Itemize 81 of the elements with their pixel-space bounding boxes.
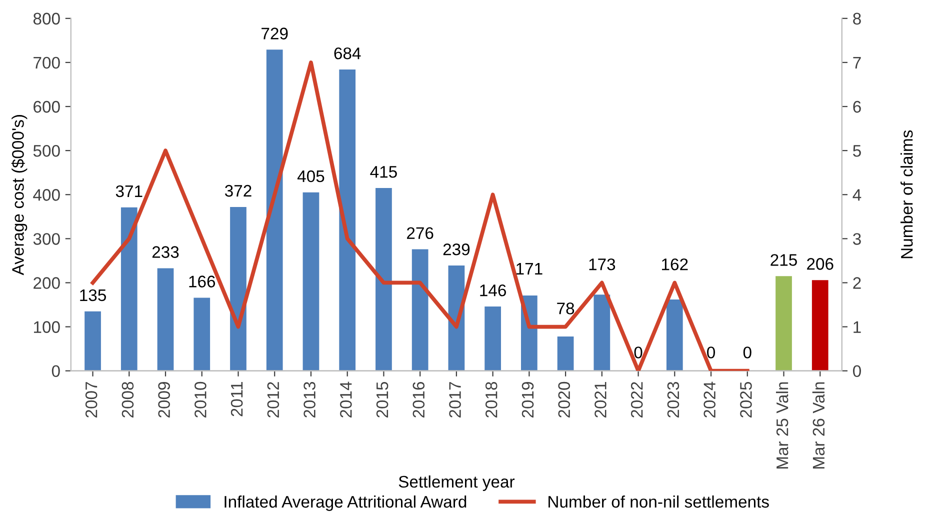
x-tick-label: 2020: [558, 382, 570, 418]
y-tick-label: 600: [34, 100, 60, 113]
bar: [230, 206, 246, 371]
x-tick-label: 2024: [704, 382, 716, 418]
y2-tick-label: 1: [854, 321, 861, 333]
data-label: 166: [189, 276, 216, 288]
data-label: 684: [334, 47, 361, 60]
y-tick-label: 500: [33, 144, 60, 157]
bar: [84, 311, 101, 371]
data-label: 276: [407, 227, 434, 240]
data-label: 233: [152, 246, 179, 258]
x-tick-label: 2021: [594, 382, 606, 418]
bar: [339, 70, 356, 371]
x-axis-title: Settlement year: [398, 475, 515, 491]
legend-label: Number of non-nil settlements: [548, 495, 769, 508]
x-tick-label: 2014: [340, 382, 352, 418]
data-label: 135: [80, 289, 106, 302]
x-tick-label: 2008: [122, 382, 134, 418]
y2-tick-label: 2: [853, 277, 861, 289]
y2-tick-label: 8: [853, 12, 861, 25]
x-tick-label: 2022: [630, 382, 643, 418]
y-tick-label: 0: [52, 365, 60, 378]
data-label: 372: [224, 184, 252, 197]
data-label: 371: [116, 185, 142, 198]
bar: [776, 276, 792, 371]
data-label: 146: [480, 284, 506, 296]
bar: [120, 207, 138, 371]
y2-tick-label: 3: [852, 233, 861, 245]
bar: [376, 188, 392, 371]
x-tick-label: 2025: [740, 382, 752, 418]
y2-tick-label: 6: [853, 100, 861, 113]
x-tick-label: 2019: [522, 382, 534, 418]
x-tick-label: 2011: [230, 382, 243, 416]
data-label: 0: [634, 346, 642, 358]
bar: [484, 306, 501, 371]
y-tick-label: 100: [34, 321, 60, 333]
x-tick-label: Mar 25 Valn: [776, 382, 788, 469]
x-tick-label: 2023: [667, 382, 680, 418]
bar: [666, 299, 683, 371]
y-tick-label: 800: [33, 12, 60, 25]
x-tick-label: 2015: [376, 382, 388, 418]
data-label: 239: [443, 244, 470, 256]
x-tick-label: 2012: [267, 382, 280, 418]
data-label: 415: [370, 166, 397, 178]
data-label: 173: [589, 258, 616, 270]
x-tick-label: 2010: [194, 382, 206, 418]
y2-axis-title: Number of claims: [900, 130, 913, 258]
y2-tick-label: 4: [852, 189, 862, 201]
legend-label: Inflated Average Attritional Award: [224, 495, 466, 511]
y-tick-label: 700: [34, 56, 60, 69]
bar: [412, 249, 428, 371]
x-tick-label: 2016: [412, 382, 425, 418]
bar: [157, 268, 174, 371]
y-axis-title: Average cost ($000's): [11, 114, 28, 276]
data-label: 215: [770, 254, 797, 266]
x-tick-label: 2013: [304, 382, 316, 418]
data-label: 171: [516, 263, 542, 275]
data-label: 729: [262, 28, 288, 40]
x-tick-label: 2009: [158, 382, 170, 418]
y2-tick-label: 5: [853, 145, 861, 157]
y-tick-label: 300: [33, 233, 60, 245]
y2-tick-label: 0: [853, 365, 861, 378]
bar: [812, 280, 828, 371]
bar: [557, 336, 574, 371]
x-tick-label: 2007: [85, 382, 98, 418]
y2-tick-label: 7: [853, 57, 861, 68]
bar: [302, 192, 320, 371]
bar: [194, 298, 210, 371]
data-label: 78: [557, 302, 574, 314]
x-tick-label: 2017: [449, 382, 461, 418]
y-tick-label: 400: [33, 189, 60, 201]
x-tick-label: 2018: [485, 382, 498, 418]
data-label: 162: [662, 258, 688, 270]
bar: [594, 294, 610, 371]
data-label: 405: [297, 170, 324, 182]
data-label: 0: [743, 346, 752, 358]
x-tick-label: Mar 26 Valn: [812, 382, 825, 469]
data-label: 0: [707, 346, 715, 358]
bar: [266, 50, 283, 371]
data-label: 206: [807, 258, 834, 270]
y-tick-label: 200: [34, 277, 60, 289]
